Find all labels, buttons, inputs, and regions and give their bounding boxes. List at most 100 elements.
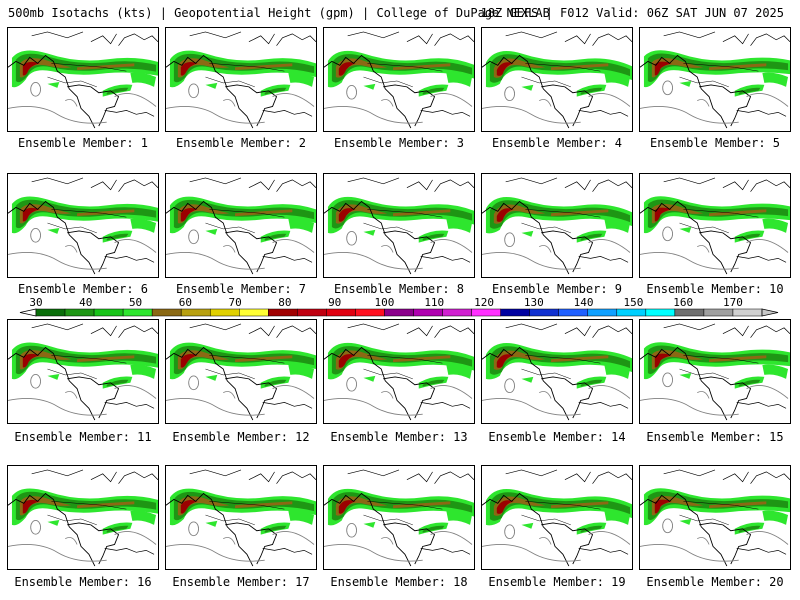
isotach-map <box>482 323 632 421</box>
isotach-map <box>482 177 632 275</box>
isotach-map <box>640 31 790 129</box>
colorbar-swatch <box>471 308 501 317</box>
ensemble-member-label: Ensemble Member: 4 <box>491 136 623 150</box>
colorbar-swatch <box>151 308 182 317</box>
ensemble-member-label: Ensemble Member: 5 <box>649 136 781 150</box>
isotach-map <box>8 323 158 421</box>
colorbar-swatch <box>326 308 356 317</box>
ensemble-member-label: Ensemble Member: 19 <box>488 575 626 589</box>
ensemble-map-panel <box>481 319 633 424</box>
product-title: 500mb Isotachs (kts) | Geopotential Heig… <box>8 6 550 20</box>
ensemble-member-label: Ensemble Member: 18 <box>330 575 468 589</box>
colorbar-tick-label: 150 <box>623 297 643 309</box>
isotach-map <box>324 323 474 421</box>
ensemble-map-panel <box>7 173 159 278</box>
colorbar-tick-label: 160 <box>673 297 693 309</box>
isotach-map <box>166 31 316 129</box>
colorbar-tick-label: 130 <box>524 297 544 309</box>
isotach-map <box>482 31 632 129</box>
colorbar-tick-label: 110 <box>424 297 444 309</box>
colorbar-svg: 30 40 50 60 70 80 90 100 110 120 130 140 150 160 170 <box>19 297 779 317</box>
colorbar-swatch <box>355 308 385 317</box>
colorbar-tick-label: 30 <box>29 297 42 309</box>
colorbar-swatch <box>384 308 414 317</box>
isotach-map <box>482 469 632 567</box>
colorbar-legend: 30 40 50 60 70 80 90 100 110 120 130 140 150 160 170 <box>14 297 786 319</box>
ensemble-member-label: Ensemble Member: 8 <box>333 282 465 296</box>
ensemble-member-label: Ensemble Member: 3 <box>333 136 465 150</box>
ensemble-member-label: Ensemble Member: 11 <box>14 430 152 444</box>
ensemble-member-label: Ensemble Member: 7 <box>175 282 307 296</box>
colorbar-swatch <box>616 308 647 317</box>
ensemble-map-panel <box>481 27 633 132</box>
header: 500mb Isotachs (kts) | Geopotential Heig… <box>0 0 800 26</box>
colorbar-low-arrow <box>19 308 37 317</box>
colorbar-swatch <box>732 308 763 317</box>
ensemble-map-panel <box>323 465 475 570</box>
colorbar-tick-label: 40 <box>79 297 92 309</box>
isotach-map <box>640 469 790 567</box>
colorbar-tick-label: 140 <box>574 297 594 309</box>
colorbar-swatch <box>500 308 530 317</box>
ensemble-map-panel <box>165 319 317 424</box>
colorbar-swatch <box>93 308 124 317</box>
ensemble-member-label: Ensemble Member: 12 <box>172 430 310 444</box>
run-info: 18Z GEFS | F012 Valid: 06Z SAT JUN 07 20… <box>480 6 784 20</box>
colorbar-swatch <box>529 308 559 317</box>
colorbar-swatch <box>268 308 298 317</box>
ensemble-map-panel <box>323 27 475 132</box>
isotach-map <box>640 323 790 421</box>
colorbar-tick-label: 120 <box>474 297 494 309</box>
ensemble-map-panel <box>7 27 159 132</box>
ensemble-map-panel <box>639 27 791 132</box>
ensemble-member-label: Ensemble Member: 20 <box>646 575 784 589</box>
colorbar-swatch <box>703 308 734 317</box>
ensemble-map-panel <box>639 319 791 424</box>
colorbar-swatch <box>122 308 153 317</box>
ensemble-map-panel <box>165 173 317 278</box>
isotach-map <box>8 177 158 275</box>
ensemble-map-panel <box>323 319 475 424</box>
colorbar-swatch <box>64 308 95 317</box>
colorbar-swatch <box>674 308 705 317</box>
ensemble-map-panel <box>7 465 159 570</box>
isotach-map <box>166 177 316 275</box>
isotach-map <box>640 177 790 275</box>
colorbar-tick-label: 50 <box>129 297 142 309</box>
ensemble-member-label: Ensemble Member: 1 <box>17 136 149 150</box>
ensemble-member-label: Ensemble Member: 9 <box>491 282 623 296</box>
ensemble-map-panel <box>7 319 159 424</box>
colorbar-swatch <box>558 308 589 317</box>
colorbar-tick-label: 170 <box>723 297 743 309</box>
colorbar-swatch <box>239 308 269 317</box>
isotach-map <box>324 31 474 129</box>
isotach-map <box>166 323 316 421</box>
ensemble-map-panel <box>639 173 791 278</box>
ensemble-member-label: Ensemble Member: 6 <box>17 282 149 296</box>
isotach-map <box>324 177 474 275</box>
colorbar-high-arrow <box>761 308 779 317</box>
colorbar-tick-label: 90 <box>328 297 341 309</box>
ensemble-member-label: Ensemble Member: 2 <box>175 136 307 150</box>
ensemble-member-label: Ensemble Member: 15 <box>646 430 784 444</box>
isotach-map <box>8 469 158 567</box>
colorbar-tick-label: 100 <box>375 297 395 309</box>
ensemble-member-label: Ensemble Member: 16 <box>14 575 152 589</box>
colorbar-tick-label: 80 <box>278 297 291 309</box>
colorbar-swatch <box>35 308 66 317</box>
ensemble-map-panel <box>165 27 317 132</box>
isotach-map <box>324 469 474 567</box>
colorbar-swatch <box>442 308 472 317</box>
colorbar-swatch <box>180 308 211 317</box>
ensemble-member-label: Ensemble Member: 14 <box>488 430 626 444</box>
colorbar-swatch <box>209 308 240 317</box>
colorbar-swatch <box>297 308 327 317</box>
ensemble-map-panel <box>639 465 791 570</box>
colorbar-tick-label: 60 <box>179 297 192 309</box>
ensemble-map-panel <box>165 465 317 570</box>
ensemble-member-label: Ensemble Member: 17 <box>172 575 310 589</box>
ensemble-map-panel <box>481 465 633 570</box>
isotach-map <box>8 31 158 129</box>
colorbar-swatch <box>413 308 443 317</box>
colorbar-tick-label: 70 <box>229 297 242 309</box>
